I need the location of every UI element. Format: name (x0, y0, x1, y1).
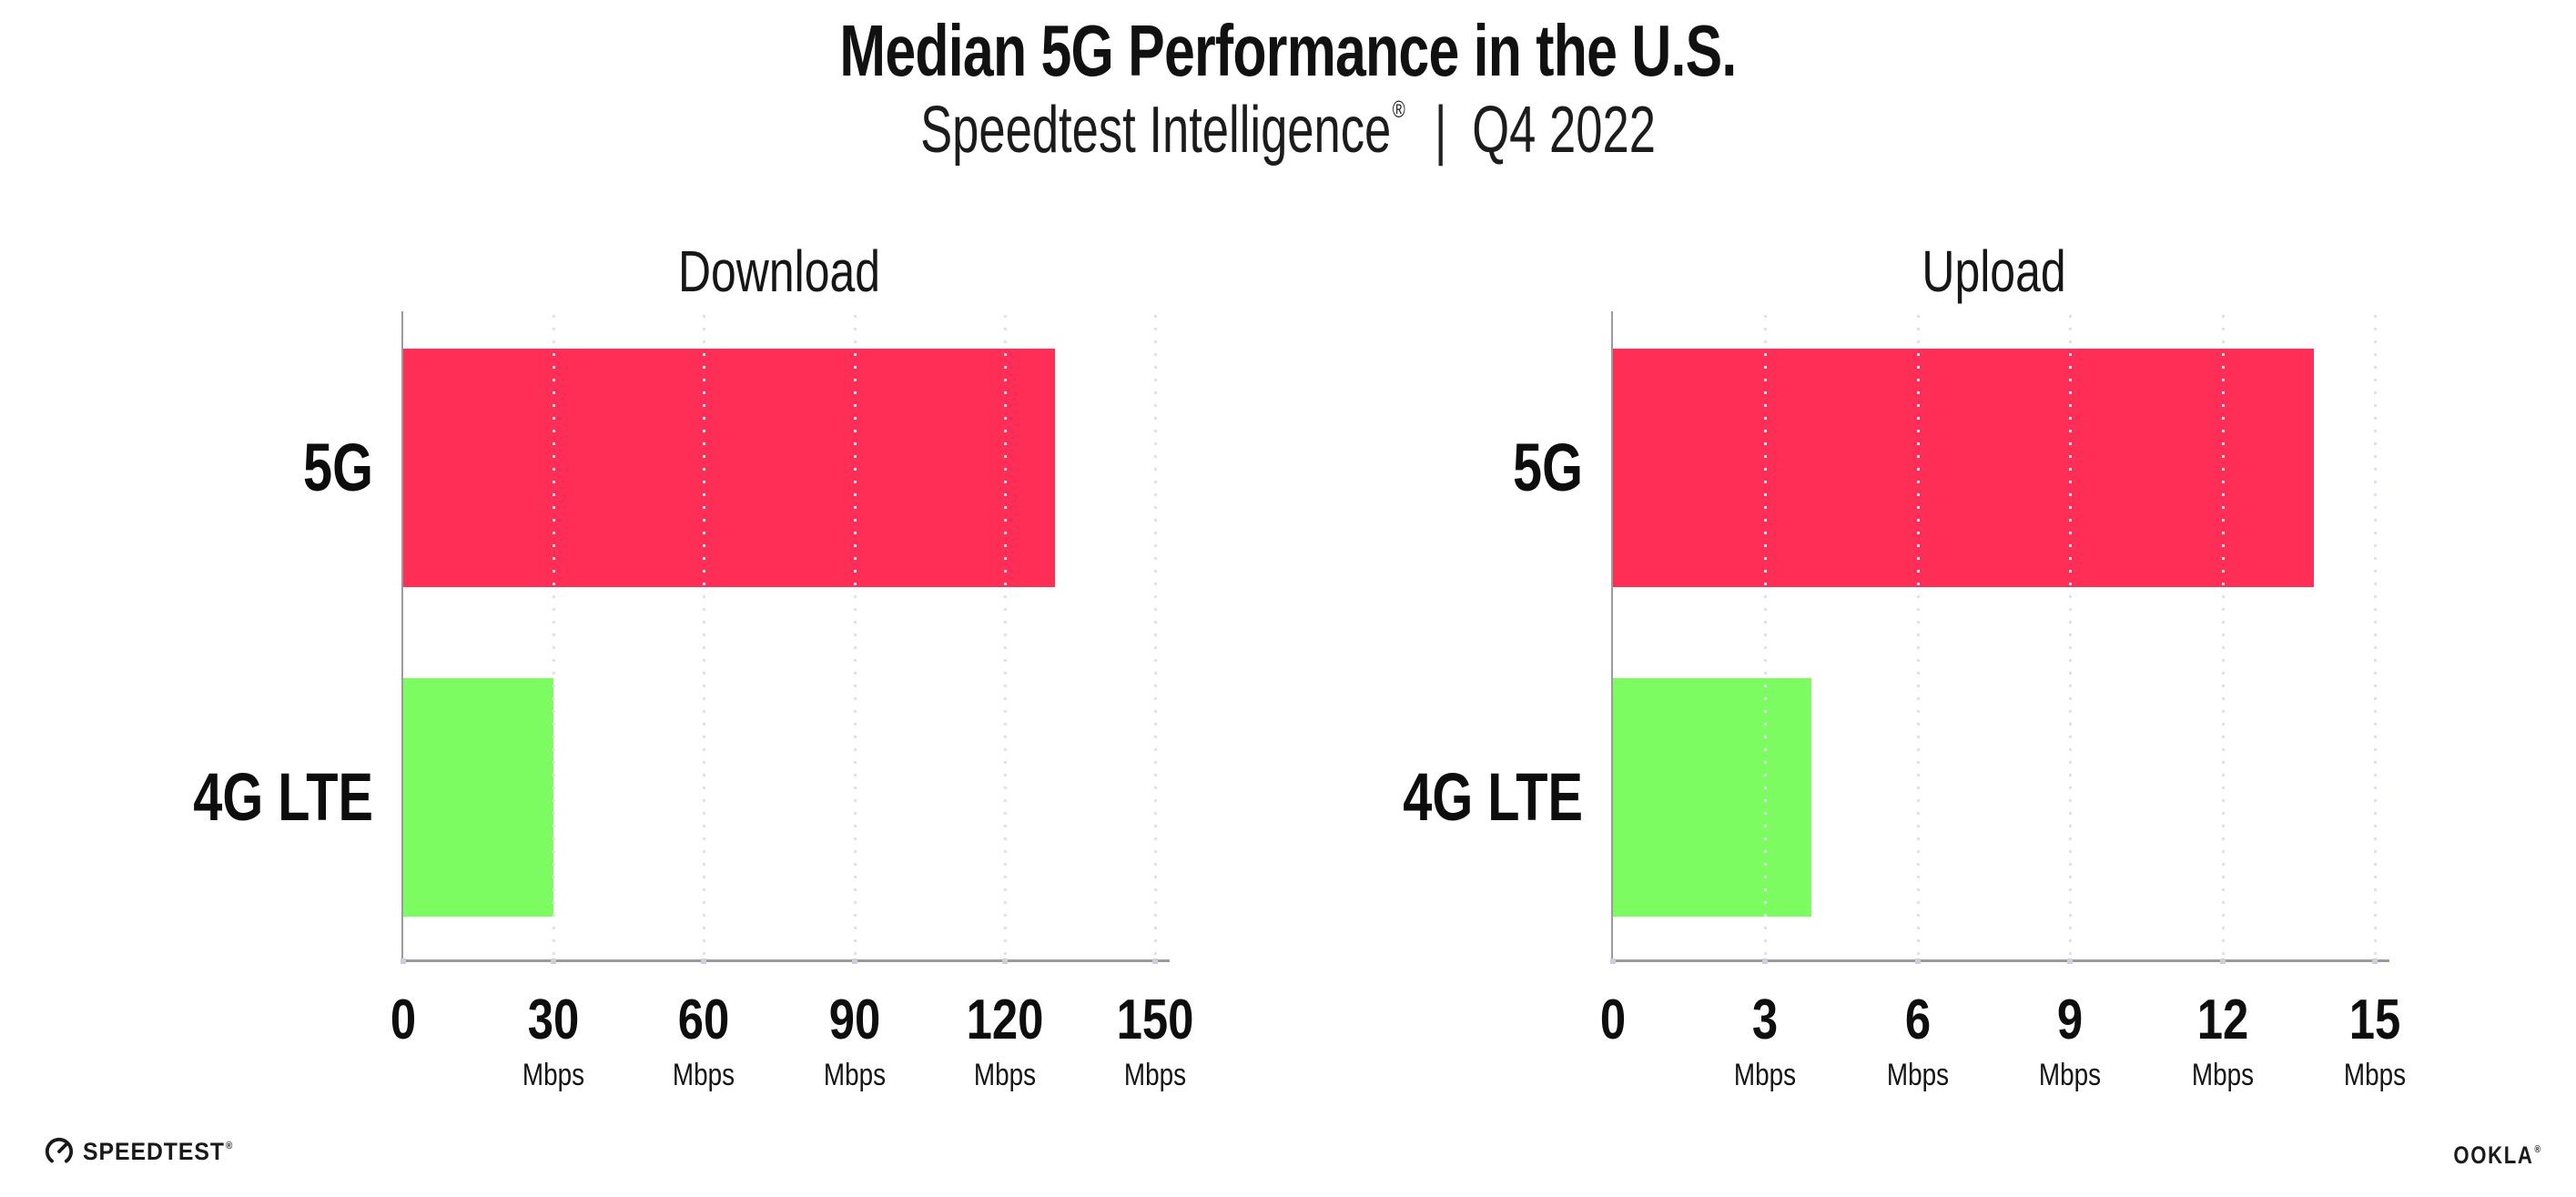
x-axis: 0 30 Mbps 60 Mbps 90 Mbps 120 Mbps 150 Mbps (390, 959, 1194, 1132)
x-tick-value: 15 (2348, 989, 2401, 1051)
x-tick-unit: Mbps (1734, 1058, 1797, 1092)
row-label-5g: 5G (1512, 430, 1583, 505)
bar-5g (403, 349, 1055, 587)
x-tick-value: 3 (1752, 989, 1779, 1051)
bar-4g-lte (1613, 678, 1811, 917)
x-tick-value: 0 (1599, 989, 1627, 1051)
x-tick-label: 0 (1600, 992, 1626, 1049)
axis-tick-dot (551, 959, 557, 964)
x-tick-unit: Mbps (1123, 1058, 1187, 1092)
bar-row (1613, 678, 2375, 917)
x-tick-label: 90 Mbps (823, 989, 886, 1092)
x-tick-unit: Mbps (673, 1058, 735, 1092)
x-tick-unit: Mbps (1886, 1058, 1949, 1092)
x-tick-label: 0 (390, 992, 416, 1049)
axis-tick-dot (1610, 959, 1616, 964)
ookla-wordmark-text: OOKLA (2453, 1141, 2534, 1169)
axis-tick-dot (851, 959, 857, 964)
x-tick-unit: Mbps (2191, 1058, 2254, 1092)
axis-tick-dot (401, 959, 406, 964)
bar-row (403, 349, 1155, 587)
x-axis: 0 3 Mbps 6 Mbps 9 Mbps 12 Mbps 15 Mbps (1600, 959, 2406, 1132)
axis-tick-dot (2372, 959, 2378, 964)
x-tick-label: 6 Mbps (1886, 989, 1949, 1092)
row-label-4g-lte: 4G LTE (193, 759, 373, 835)
x-tick-label: 150 Mbps (1116, 989, 1194, 1092)
page-subtitle: Speedtest Intelligence® | Q4 2022 (348, 94, 2228, 167)
bar-4g-lte (403, 678, 554, 917)
x-tick-label: 120 Mbps (966, 989, 1044, 1092)
x-tick-value: 6 (1904, 989, 1931, 1051)
x-tick-label: 9 Mbps (2039, 989, 2102, 1092)
row-label-5g: 5G (302, 430, 373, 505)
subtitle-period: Q4 2022 (1472, 94, 1656, 167)
x-tick-value: 12 (2196, 989, 2248, 1051)
x-tick-label: 12 Mbps (2191, 989, 2254, 1092)
bar-5g (1613, 349, 2315, 587)
x-tick-unit: Mbps (2039, 1058, 2102, 1092)
axis-tick-dot (701, 959, 707, 964)
gridline (553, 315, 556, 959)
subtitle-separator: | (1434, 94, 1447, 167)
x-tick-unit: Mbps (973, 1058, 1036, 1092)
speedtest-wordmark-text: SPEEDTEST (83, 1137, 225, 1165)
x-tick-unit: Mbps (522, 1058, 585, 1092)
axis-tick-dot (2219, 959, 2226, 964)
chart-title: Download (677, 238, 881, 304)
bar-row (403, 678, 1155, 917)
plot-area (401, 311, 1170, 964)
x-tick-label: 60 Mbps (673, 989, 735, 1092)
axis-tick-dot (1152, 959, 1158, 964)
x-tick-value: 0 (390, 989, 417, 1051)
gridline (1764, 315, 1768, 959)
gridline (2069, 315, 2073, 959)
page-title: Median 5G Performance in the U.S. (839, 10, 1737, 91)
x-tick-value: 60 (678, 989, 730, 1051)
plot-area (1610, 311, 2389, 964)
gridline (853, 315, 857, 959)
axis-tick-dot (1001, 959, 1008, 964)
gridline (2221, 315, 2225, 959)
speedtest-gauge-icon (45, 1137, 74, 1166)
chart-download: Download 5G 4G LTE 0 30 Mbps 60 Mbps 90 Mbps 12… (0, 218, 1288, 1138)
x-tick-value: 90 (828, 989, 880, 1051)
chart-upload: Upload 5G 4G LTE 0 3 Mbps 6 Mbps 9 Mbps 12 Mbps 1… (1288, 218, 2576, 1138)
chart-title: Upload (1922, 238, 2066, 304)
row-label-4g-lte: 4G LTE (1403, 759, 1583, 835)
gridline (1003, 315, 1007, 959)
x-tick-unit: Mbps (823, 1058, 886, 1092)
x-tick-value: 9 (2057, 989, 2084, 1051)
x-tick-value: 120 (966, 989, 1044, 1051)
x-tick-unit: Mbps (2343, 1058, 2407, 1092)
axis-tick-dot (1914, 959, 1921, 964)
gridline (1916, 315, 1920, 959)
speedtest-wordmark: SPEEDTEST® (83, 1138, 233, 1166)
x-tick-label: 15 Mbps (2343, 989, 2407, 1092)
bar-row (1613, 349, 2375, 587)
speedtest-registered-mark: ® (225, 1140, 234, 1151)
x-tick-label: 3 Mbps (1734, 989, 1797, 1092)
gridline (2374, 315, 2377, 959)
axis-tick-dot (1762, 959, 1769, 964)
gridline (1154, 315, 1157, 959)
registered-mark: ® (1392, 96, 1405, 123)
gridline (703, 315, 706, 959)
x-tick-value: 30 (527, 989, 580, 1051)
axis-tick-dot (2067, 959, 2074, 964)
ookla-wordmark: OOKLA® (2454, 1141, 2542, 1170)
subtitle-product: Speedtest Intelligence (920, 94, 1392, 167)
x-tick-value: 150 (1116, 989, 1194, 1051)
ookla-registered-mark: ® (2534, 1144, 2542, 1155)
speedtest-logo: SPEEDTEST® (44, 1136, 247, 1167)
x-tick-label: 30 Mbps (522, 989, 585, 1092)
